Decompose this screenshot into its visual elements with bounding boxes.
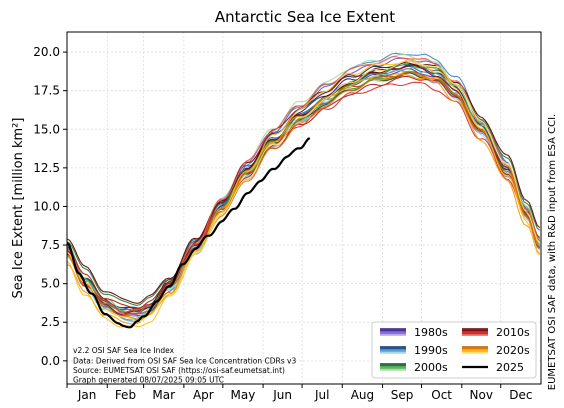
- legend: 1980s 1990s 2000s 2010s 2020s 2025: [371, 321, 537, 379]
- plot-frame: [66, 31, 542, 385]
- legend-entry-2010s: 2010s: [462, 326, 530, 339]
- legend-entry-2000s: 2000s: [380, 361, 448, 374]
- info-line: Data: Derived from OSI SAF Sea Ice Conce…: [73, 357, 296, 366]
- series-line-1990s: [66, 52, 541, 321]
- x-tick-label: Jul: [314, 388, 329, 402]
- info-line: Graph generated 08/07/2025 09:05 UTC: [73, 376, 224, 385]
- x-axis: Jan Feb Mar Apr May Jun Jul Aug Sep Oct Nov Dec: [66, 384, 532, 402]
- legend-label: 2000s: [414, 361, 448, 374]
- x-tick-label: Aug: [351, 388, 374, 402]
- x-tick-label: Nov: [470, 388, 493, 402]
- x-tick-label: Mar: [152, 388, 175, 402]
- series-line-2025: [66, 137, 311, 329]
- x-tick-label: Apr: [193, 388, 214, 402]
- series-layer: [66, 52, 541, 329]
- y-tick-label: 7.5: [41, 238, 60, 252]
- series-line-2020s: [66, 59, 541, 328]
- series-line-2010s: [66, 56, 541, 316]
- x-tick-label: May: [231, 388, 256, 402]
- legend-label: 2025: [496, 361, 524, 374]
- y-tick-label: 5.0: [41, 277, 60, 291]
- side-note: EUMETSAT OSI SAF data, with R&D input fr…: [547, 114, 558, 390]
- legend-entry-1990s: 1990s: [380, 344, 448, 357]
- x-tick-label: Dec: [509, 388, 532, 402]
- x-tick-label: Jan: [77, 388, 97, 402]
- chart-title: Antarctic Sea Ice Extent: [215, 8, 395, 26]
- legend-box: [371, 321, 537, 379]
- series-line-2010s: [66, 81, 541, 313]
- legend-entry-2025: 2025: [462, 361, 524, 374]
- y-tick-label: 2.5: [41, 315, 60, 329]
- series-line-2000s: [66, 54, 541, 320]
- x-tick-label: Feb: [115, 388, 136, 402]
- legend-label: 1980s: [414, 326, 448, 339]
- y-tick-label: 15.0: [33, 122, 60, 136]
- x-tick-label: Oct: [431, 388, 452, 402]
- x-tick-label: Sep: [391, 388, 414, 402]
- legend-label: 2010s: [496, 326, 530, 339]
- info-block: v2.2 OSI SAF Sea Ice Index Data: Derived …: [73, 346, 296, 385]
- series-line-2000s: [66, 64, 541, 306]
- legend-label: 1990s: [414, 344, 448, 357]
- y-axis-label: Sea Ice Extent [million km²]: [11, 118, 26, 299]
- series-line-2010s: [66, 62, 541, 304]
- legend-entry-2020s: 2020s: [462, 344, 530, 357]
- y-tick-label: 20.0: [33, 45, 60, 59]
- info-line: Source: EUMETSAT OSI SAF (https://osi-sa…: [73, 366, 285, 375]
- y-tick-label: 10.0: [33, 199, 60, 213]
- y-tick-label: 12.5: [33, 161, 60, 175]
- x-tick-label: Jun: [272, 388, 292, 402]
- legend-label: 2020s: [496, 344, 530, 357]
- y-tick-label: 17.5: [33, 84, 60, 98]
- series-line-2020s: [66, 60, 541, 323]
- y-tick-label: 0.0: [41, 354, 60, 368]
- y-axis: 0.0 2.5 5.0 7.5 10.0 12.5 15.0 17.5 20.0: [33, 45, 67, 368]
- info-line: v2.2 OSI SAF Sea Ice Index: [73, 346, 175, 355]
- legend-entry-1980s: 1980s: [380, 326, 448, 339]
